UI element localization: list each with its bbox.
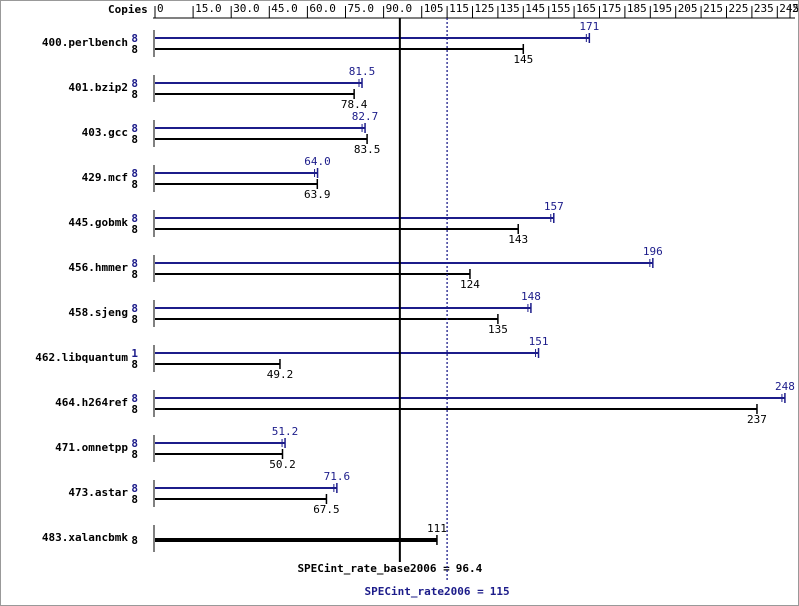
copies: 8: [131, 122, 138, 135]
benchmark-name: 403.gcc: [82, 126, 128, 139]
value-label: 196: [643, 245, 663, 258]
x-tick-label: 0: [157, 2, 164, 15]
benchmark-name: 401.bzip2: [68, 81, 128, 94]
benchmark-name: 429.mcf: [82, 171, 128, 184]
benchmark-name: 471.omnetpp: [55, 441, 128, 454]
copies: 8: [131, 133, 138, 146]
copies: 8: [131, 358, 138, 371]
value-label: 143: [508, 233, 528, 246]
x-tick-label: 195: [652, 2, 672, 15]
reference-name: SPECint_rate2006 =: [365, 585, 485, 598]
value-label: 78.4: [341, 98, 368, 111]
value-label: 67.5: [313, 503, 340, 516]
x-tick-label: 15.0: [195, 2, 222, 15]
copies: 8: [131, 534, 138, 547]
x-tick-label: 165: [576, 2, 596, 15]
copies: 8: [131, 302, 138, 315]
reference-value: 96.4: [456, 562, 483, 575]
value-label: 50.2: [269, 458, 296, 471]
x-tick-label: 125: [475, 2, 495, 15]
copies: 8: [131, 32, 138, 45]
value-label: 49.2: [267, 368, 294, 381]
value-label: 248: [775, 380, 795, 393]
copies: 8: [131, 257, 138, 270]
x-tick-label: 205: [678, 2, 698, 15]
value-label: 135: [488, 323, 508, 336]
copies: 8: [131, 482, 138, 495]
x-tick-label: 145: [525, 2, 545, 15]
copies: 1: [131, 347, 138, 360]
copies-header: Copies: [108, 3, 148, 16]
reference-label: SPECint_rate_base2006 = 96.4: [297, 562, 482, 575]
benchmark-name: 400.perlbench: [42, 36, 128, 49]
copies: 8: [131, 437, 138, 450]
x-tick-label: 115: [449, 2, 469, 15]
value-label: 145: [513, 53, 533, 66]
x-tick-label: 245: [779, 2, 799, 15]
copies: 8: [131, 268, 138, 281]
benchmark-name: 458.sjeng: [68, 306, 128, 319]
copies: 8: [131, 403, 138, 416]
value-label: 63.9: [304, 188, 331, 201]
copies: 8: [131, 77, 138, 90]
value-label: 51.2: [272, 425, 299, 438]
x-tick-label: 75.0: [348, 2, 375, 15]
copies: 8: [131, 178, 138, 191]
value-label: 171: [579, 20, 599, 33]
x-tick-label: 135: [500, 2, 520, 15]
value-label: 71.6: [324, 470, 351, 483]
value-label: 157: [544, 200, 564, 213]
value-label: 124: [460, 278, 480, 291]
x-tick-label: 175: [602, 2, 622, 15]
reference-name: SPECint_rate_base2006 =: [297, 562, 450, 575]
x-tick-label: 235: [754, 2, 774, 15]
x-tick-label: 185: [627, 2, 647, 15]
value-label: 111: [427, 522, 447, 535]
benchmark-name: 464.h264ref: [55, 396, 128, 409]
copies: 8: [131, 392, 138, 405]
value-label: 81.5: [349, 65, 376, 78]
copies: 8: [131, 493, 138, 506]
benchmark-name: 445.gobmk: [68, 216, 128, 229]
x-tick-label: 225: [729, 2, 749, 15]
x-tick-label: 250: [792, 2, 799, 15]
x-tick-label: 45.0: [271, 2, 298, 15]
copies: 8: [131, 313, 138, 326]
x-tick-label: 215: [703, 2, 723, 15]
copies: 8: [131, 43, 138, 56]
x-tick-label: 155: [551, 2, 571, 15]
reference-value: 115: [490, 585, 510, 598]
copies: 8: [131, 212, 138, 225]
x-tick-label: 90.0: [386, 2, 413, 15]
value-label: 151: [529, 335, 549, 348]
value-label: 83.5: [354, 143, 381, 156]
copies: 8: [131, 223, 138, 236]
copies: 8: [131, 167, 138, 180]
x-tick-label: 60.0: [309, 2, 336, 15]
value-label: 64.0: [304, 155, 331, 168]
copies: 8: [131, 88, 138, 101]
benchmark-name: 473.astar: [68, 486, 128, 499]
x-tick-label: 105: [424, 2, 444, 15]
value-label: 82.7: [352, 110, 379, 123]
benchmark-name: 462.libquantum: [35, 351, 128, 364]
copies: 8: [131, 448, 138, 461]
reference-label: SPECint_rate2006 = 115: [365, 585, 510, 598]
x-tick-label: 30.0: [233, 2, 260, 15]
value-label: 237: [747, 413, 767, 426]
value-label: 148: [521, 290, 541, 303]
benchmark-name: 456.hmmer: [68, 261, 128, 274]
benchmark-name: 483.xalancbmk: [42, 531, 128, 544]
